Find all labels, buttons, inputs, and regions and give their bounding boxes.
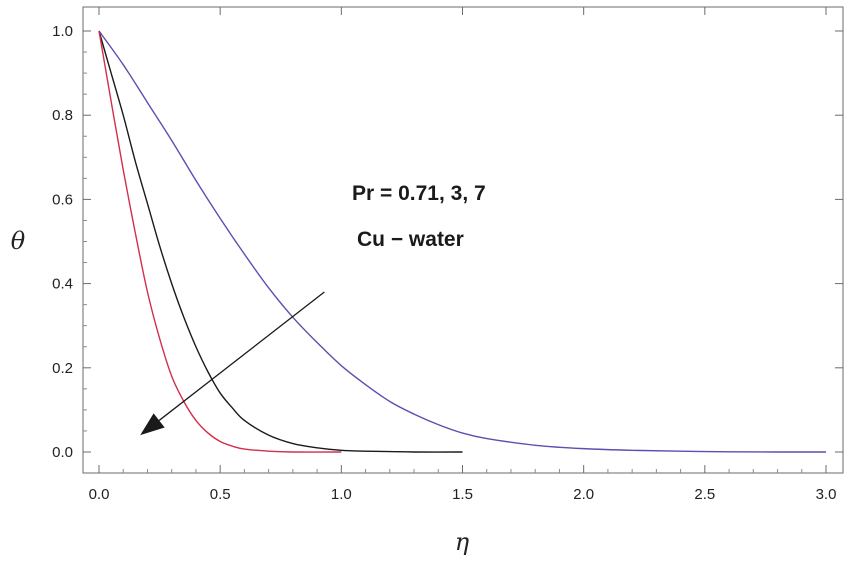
arrow-shaft	[158, 291, 325, 421]
x-tick-label: 1.0	[331, 486, 352, 503]
x-axis-title: η	[455, 528, 470, 556]
annotation-pr: Pr = 0.71, 3, 7	[352, 182, 486, 205]
y-tick-label: 1.0	[52, 23, 73, 40]
x-tick-label: 2.0	[573, 486, 594, 503]
y-tick-label: 0.4	[52, 276, 73, 293]
x-tick-label: 3.0	[816, 486, 837, 503]
annotation-fluid: Cu − water	[357, 228, 464, 251]
y-tick-label: 0.6	[52, 191, 73, 208]
y-tick-label: 0.2	[52, 360, 73, 377]
y-tick-label: 0.8	[52, 107, 73, 124]
x-tick-label: 1.5	[452, 486, 473, 503]
x-tick-label: 0.0	[89, 486, 110, 503]
x-tick-label: 0.5	[210, 486, 231, 503]
ticks-layer: 0.0 0.5 1.0 1.5 2.0 2.5 3.0 0.0 0.2 0.4 0.6 0.8 1.0	[52, 7, 843, 503]
series-line-2	[98, 30, 463, 453]
arrow-head	[140, 413, 165, 436]
x-tick-label: 2.5	[694, 486, 715, 503]
y-tick-label: 0.0	[52, 444, 73, 461]
series-line-1	[98, 30, 827, 453]
y-axis-title: θ	[11, 227, 26, 255]
series-line-3	[98, 30, 342, 453]
arrow-layer	[140, 291, 325, 436]
